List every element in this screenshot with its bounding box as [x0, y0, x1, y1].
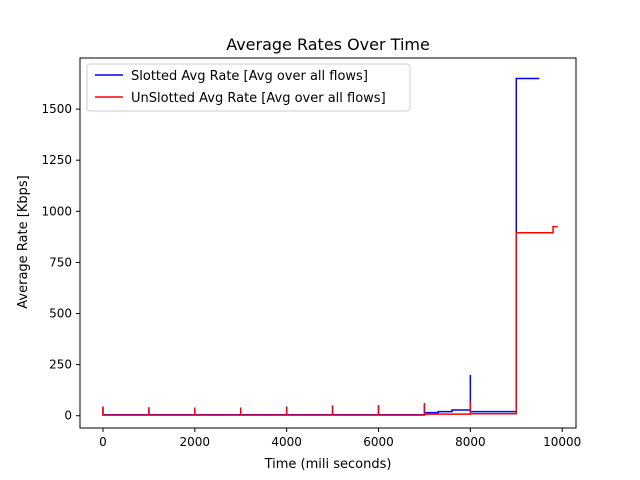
- x-tick-label: 8000: [455, 435, 486, 449]
- series-line-1: [102, 225, 558, 416]
- chart-title: Average Rates Over Time: [226, 35, 430, 54]
- y-axis-label: Average Rate [Kbps]: [16, 175, 31, 308]
- y-tick-label: 250: [49, 358, 72, 372]
- x-axis-label: Time (mili seconds): [264, 457, 392, 472]
- y-tick-label: 1250: [41, 153, 72, 167]
- series-layer: [102, 77, 558, 416]
- legend-label-unslotted: UnSlotted Avg Rate [Avg over all flows]: [131, 91, 386, 106]
- x-tick-label: 2000: [180, 435, 211, 449]
- plot-frame: [79, 57, 577, 429]
- x-tick-label: 10000: [543, 435, 581, 449]
- x-tick-label: 0: [99, 435, 107, 449]
- y-tick-label: 500: [49, 307, 72, 321]
- x-tick-label: 4000: [271, 435, 302, 449]
- y-tick-label: 1500: [41, 102, 72, 116]
- legend-label-slotted: Slotted Avg Rate [Avg over all flows]: [131, 69, 368, 84]
- y-tick-label: 0: [64, 409, 72, 423]
- legend: Slotted Avg Rate [Avg over all flows] Un…: [86, 63, 411, 112]
- x-tick-label: 6000: [363, 435, 394, 449]
- y-tick-label: 750: [49, 255, 72, 269]
- legend-box: [86, 63, 411, 112]
- series-line-0: [102, 77, 540, 416]
- ticks-layer: 0 2000 4000 6000 8000 10000 0 250 500 750 1000 1250…: [41, 102, 581, 449]
- y-tick-label: 1000: [41, 204, 72, 218]
